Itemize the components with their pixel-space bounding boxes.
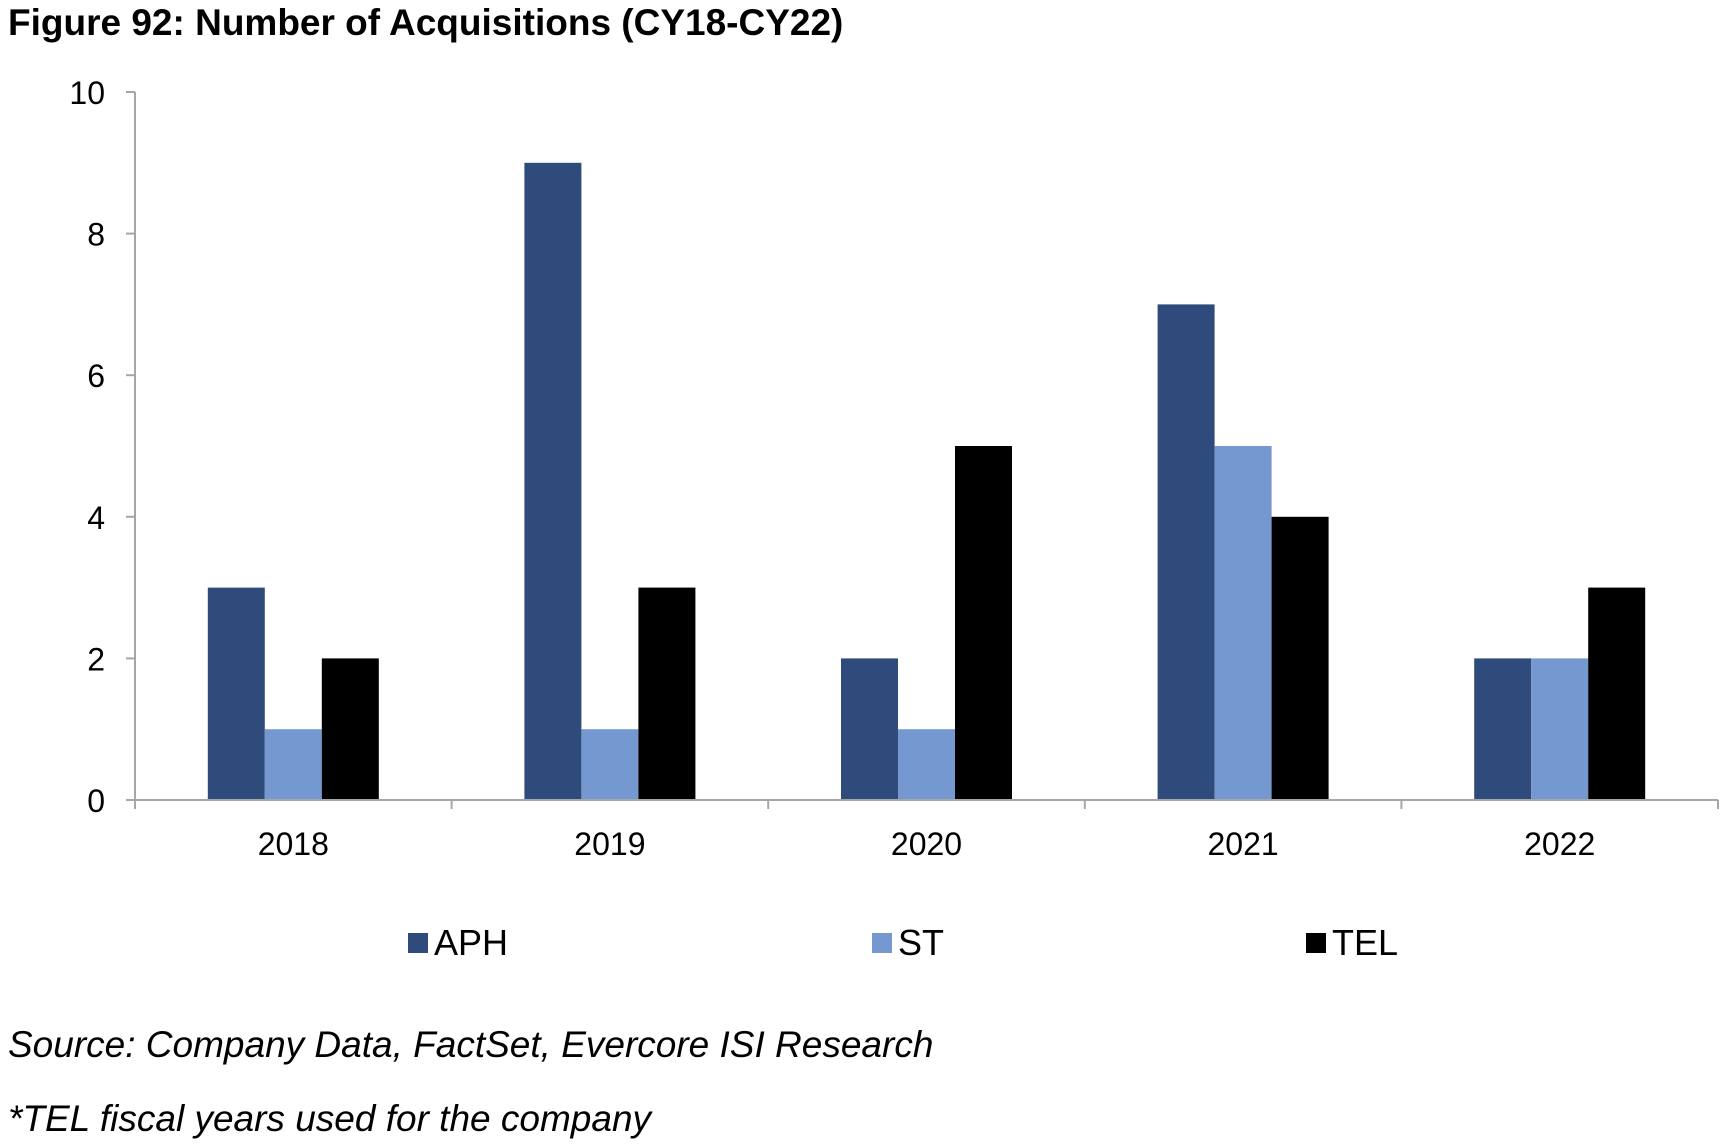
legend-item-aph: APH xyxy=(408,922,508,964)
y-tick-label: 10 xyxy=(69,75,105,111)
bar-aph-2019 xyxy=(524,162,582,801)
bar-st-2020 xyxy=(898,729,955,800)
x-tick-label: 2018 xyxy=(258,826,329,862)
legend-item-st: ST xyxy=(872,922,944,964)
legend-label-tel: TEL xyxy=(1332,922,1399,963)
chart-legend: APH ST TEL xyxy=(0,922,1722,972)
bar-st-2019 xyxy=(581,729,639,800)
x-tick-label: 2020 xyxy=(891,826,962,862)
x-tick-label: 2019 xyxy=(574,826,645,862)
bar-aph-2022 xyxy=(1474,658,1532,800)
bar-aph-2020 xyxy=(841,658,898,800)
legend-label-aph: APH xyxy=(434,922,509,963)
bar-aph-2021 xyxy=(1157,304,1215,800)
source-note: Source: Company Data, FactSet, Evercore … xyxy=(8,1024,934,1065)
footnote: *TEL fiscal years used for the company xyxy=(8,1098,652,1139)
bar-tel-2018 xyxy=(321,658,379,800)
figure-title: Figure 92: Number of Acquisitions (CY18-… xyxy=(8,2,844,43)
y-tick-label: 8 xyxy=(87,217,105,253)
legend-swatch-aph xyxy=(408,933,428,953)
legend-swatch-tel xyxy=(1306,933,1326,953)
bar-st-2022 xyxy=(1531,658,1589,800)
legend-swatch-st xyxy=(872,933,892,953)
y-tick-label: 2 xyxy=(87,641,105,677)
y-tick-label: 6 xyxy=(87,358,105,394)
x-tick-label: 2022 xyxy=(1524,826,1595,862)
x-tick-label: 2021 xyxy=(1208,826,1279,862)
legend-item-tel: TEL xyxy=(1306,922,1398,964)
y-tick-label: 0 xyxy=(87,783,105,819)
bar-tel-2022 xyxy=(1588,587,1646,800)
y-tick-label: 4 xyxy=(87,500,105,536)
bar-chart: 0 2 4 6 8 10 2018 2019 2020 2021 2022 xyxy=(69,75,1719,862)
bar-tel-2019 xyxy=(638,587,696,800)
bar-st-2021 xyxy=(1214,446,1272,800)
bar-aph-2018 xyxy=(207,587,265,800)
bar-tel-2020 xyxy=(955,446,1012,800)
legend-label-st: ST xyxy=(898,922,945,963)
bar-st-2018 xyxy=(264,729,322,800)
bar-tel-2021 xyxy=(1271,516,1329,800)
